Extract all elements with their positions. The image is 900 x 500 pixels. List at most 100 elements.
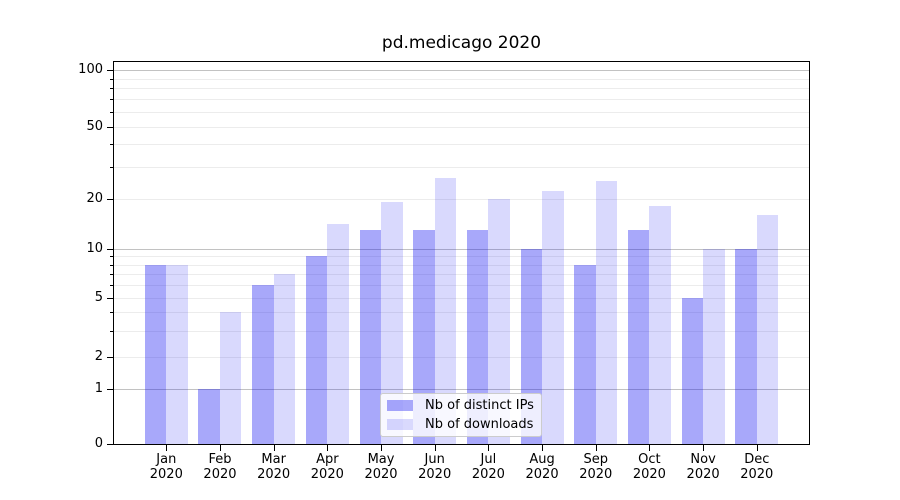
gridline-minor	[114, 144, 809, 146]
gridline-major	[114, 249, 809, 250]
x-label-month: Dec	[744, 452, 770, 467]
bar-distinct-ips-dec	[735, 249, 757, 444]
x-tick-label-jun: Jun 2020	[408, 452, 462, 482]
y-tick-label: 100	[78, 62, 103, 77]
x-tick-mark	[273, 445, 275, 451]
x-tick-mark	[327, 445, 329, 451]
x-label-year: 2020	[310, 467, 344, 482]
gridline-minor	[114, 112, 809, 113]
y-tick-label: 50	[86, 119, 103, 134]
x-tick-label-feb: Feb 2020	[193, 452, 247, 482]
plot-area	[113, 61, 810, 445]
gridline-minor	[114, 88, 809, 90]
x-tick-mark	[703, 445, 705, 451]
bar-downloads-sep	[595, 181, 618, 444]
gridline-minor	[114, 198, 809, 200]
x-tick-mark	[488, 445, 490, 451]
gridline-minor	[114, 274, 809, 276]
gridline-minor	[114, 166, 809, 168]
x-tick-label-oct: Oct 2020	[622, 452, 676, 482]
gridline-minor	[114, 357, 809, 358]
bar-downloads-may	[381, 202, 403, 444]
gridline-minor	[114, 78, 809, 80]
x-label-year: 2020	[203, 467, 237, 482]
y-tick-label: 1	[94, 381, 103, 396]
gridline-minor	[114, 264, 809, 266]
x-tick-label-may: May 2020	[354, 452, 408, 482]
gridline-minor	[114, 256, 809, 258]
x-label-year: 2020	[149, 467, 183, 482]
bar-distinct-ips-jan	[144, 264, 167, 444]
gridline-minor	[114, 330, 809, 332]
y-tick-label: 10	[86, 241, 103, 256]
x-tick-label-dec: Dec 2020	[730, 452, 784, 482]
x-label-month: Nov	[690, 452, 716, 467]
x-label-year: 2020	[579, 467, 613, 482]
x-label-month: May	[367, 452, 395, 467]
bar-downloads-dec	[756, 214, 779, 444]
bar-downloads-feb	[219, 312, 242, 444]
legend-item-downloads: Nb of downloads	[387, 417, 533, 432]
legend: Nb of distinct IPs Nb of downloads	[380, 393, 542, 437]
x-label-month: Mar	[261, 452, 286, 467]
gridline-major	[114, 389, 809, 390]
bar-distinct-ips-feb	[198, 389, 220, 444]
bar-distinct-ips-sep	[574, 264, 596, 444]
gridline-minor	[114, 99, 809, 101]
bar-downloads-aug	[542, 191, 564, 444]
bar-downloads-nov	[703, 249, 725, 444]
bar-distinct-ips-jul	[466, 229, 489, 444]
x-label-month: Jan	[156, 452, 177, 467]
x-label-year: 2020	[740, 467, 774, 482]
legend-swatch-distinct-ips	[387, 400, 413, 411]
bar-downloads-jan	[166, 264, 188, 444]
x-label-month: Oct	[638, 452, 661, 467]
x-label-year: 2020	[257, 467, 291, 482]
chart-title: pd.medicago 2020	[381, 33, 542, 53]
x-label-year: 2020	[364, 467, 398, 482]
legend-label-distinct-ips: Nb of distinct IPs	[425, 398, 534, 413]
y-tick-label: 0	[94, 436, 103, 451]
bar-downloads-jun	[434, 178, 457, 444]
bar-distinct-ips-nov	[681, 298, 704, 444]
x-tick-label-sep: Sep 2020	[569, 452, 623, 482]
bar-distinct-ips-jun	[413, 229, 435, 444]
bar-distinct-ips-mar	[252, 285, 274, 444]
x-tick-mark	[434, 445, 436, 451]
x-tick-label-aug: Aug 2020	[515, 452, 569, 482]
y-tick-label: 20	[86, 190, 103, 206]
legend-label-downloads: Nb of downloads	[425, 417, 534, 432]
x-tick-mark	[542, 445, 544, 451]
x-tick-mark	[756, 445, 758, 451]
y-tick-label: 2	[94, 349, 103, 364]
y-tick-label: 5	[94, 290, 103, 305]
x-tick-mark	[381, 445, 383, 451]
legend-item-distinct-ips: Nb of distinct IPs	[387, 398, 534, 413]
x-label-month: Feb	[208, 452, 232, 467]
x-label-month: Apr	[316, 452, 339, 467]
x-tick-mark	[595, 445, 597, 451]
bar-downloads-oct	[649, 206, 671, 444]
gridline-minor	[114, 285, 809, 287]
bar-distinct-ips-apr	[305, 256, 328, 444]
x-tick-label-jul: Jul 2020	[461, 452, 515, 482]
gridline-minor	[114, 298, 809, 299]
gridline-minor	[114, 312, 809, 314]
legend-swatch-downloads	[387, 419, 413, 430]
bar-downloads-mar	[273, 274, 296, 444]
x-label-month: Jul	[480, 452, 497, 467]
gridline-minor	[114, 127, 809, 128]
bar-distinct-ips-may	[359, 229, 382, 444]
x-label-year: 2020	[525, 467, 559, 482]
x-label-month: Aug	[529, 452, 555, 467]
x-tick-label-nov: Nov 2020	[676, 452, 730, 482]
x-tick-label-mar: Mar 2020	[247, 452, 301, 482]
x-label-year: 2020	[471, 467, 505, 482]
x-label-month: Jun	[424, 452, 445, 467]
gridline-major	[114, 70, 809, 71]
bar-distinct-ips-oct	[627, 229, 650, 444]
x-tick-label-apr: Apr 2020	[300, 452, 354, 482]
x-label-year: 2020	[418, 467, 452, 482]
x-tick-mark	[649, 445, 651, 451]
